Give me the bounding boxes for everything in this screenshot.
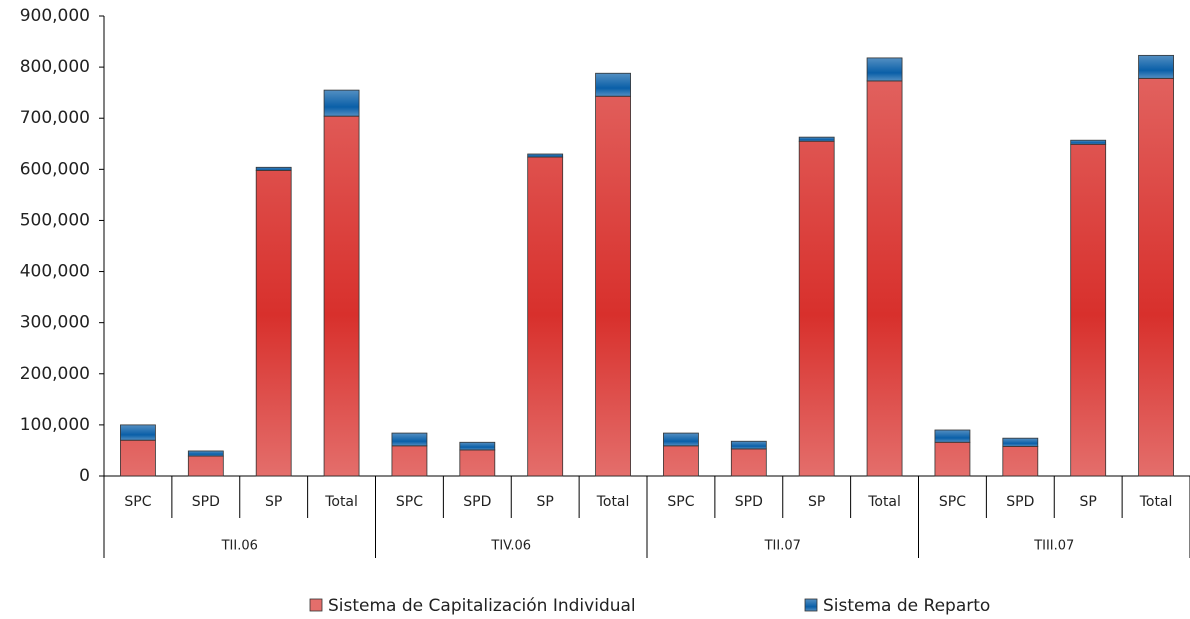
legend-swatch — [309, 598, 323, 612]
y-tick-label: 300,000 — [20, 313, 90, 333]
x-tick-label: SP — [808, 494, 825, 510]
group-label: TIII.07 — [1033, 539, 1074, 554]
bar-segment — [866, 80, 903, 477]
x-tick-label: SPC — [939, 494, 966, 510]
x-tick-label: SPC — [124, 494, 151, 510]
bar-segment — [1002, 445, 1039, 477]
group-label: TII.07 — [764, 539, 801, 554]
y-tick-label: 200,000 — [20, 364, 90, 384]
bar-segment — [1138, 77, 1174, 477]
y-tick-label: 800,000 — [20, 57, 90, 77]
bar-segment — [934, 429, 971, 443]
bar-segment — [459, 441, 496, 451]
legend-label: Sistema de Capitalización Individual — [328, 596, 636, 616]
group-label: TII.06 — [221, 539, 258, 554]
y-tick-label: 0 — [79, 466, 90, 486]
bar-segment — [866, 57, 903, 82]
bar-segment — [527, 153, 564, 158]
bar-segment — [120, 424, 156, 441]
bar-segment — [255, 166, 292, 171]
x-tick-label: Total — [867, 494, 901, 510]
bar-segment — [323, 89, 360, 117]
bar-segment — [255, 169, 292, 477]
bar-segment — [187, 455, 224, 477]
x-tick-label: Total — [324, 494, 358, 510]
x-tick-label: SP — [265, 494, 282, 510]
x-tick-label: Total — [596, 494, 630, 510]
bar-segment — [798, 136, 835, 142]
bar-segment — [391, 432, 428, 447]
x-tick-label: SPC — [667, 494, 694, 510]
bar-segment — [1138, 54, 1174, 79]
bar-segment — [595, 72, 631, 97]
legend-swatch — [804, 598, 818, 612]
y-tick-label: 700,000 — [20, 108, 90, 128]
bar-segment — [1070, 143, 1107, 477]
x-tick-label: SP — [1080, 494, 1097, 510]
y-tick-label: 100,000 — [20, 415, 90, 435]
bar-segment — [730, 448, 767, 477]
bar-segment — [120, 439, 156, 477]
x-tick-label: SPD — [463, 494, 491, 510]
legend-label: Sistema de Reparto — [823, 596, 990, 616]
bar-segment — [527, 156, 564, 477]
y-tick-label: 500,000 — [20, 210, 90, 230]
bar-segment — [595, 95, 631, 477]
bar-segment — [730, 440, 767, 450]
bar-segment — [663, 432, 699, 447]
bar-segment — [663, 445, 699, 477]
y-tick-label: 400,000 — [20, 262, 90, 282]
x-tick-label: SPD — [735, 494, 763, 510]
x-tick-label: SPD — [192, 494, 220, 510]
bar-segment — [1002, 437, 1039, 447]
bar-segment — [798, 140, 835, 477]
y-tick-label: 900,000 — [20, 6, 90, 26]
x-tick-label: SPD — [1006, 494, 1034, 510]
bar-segment — [934, 441, 971, 477]
bar-segment — [323, 115, 360, 477]
bar-segment — [187, 450, 224, 457]
bar-segment — [1070, 139, 1107, 145]
y-tick-label: 600,000 — [20, 159, 90, 179]
bar-segment — [459, 449, 496, 477]
bar-segment — [391, 445, 428, 477]
group-label: TIV.06 — [490, 539, 531, 554]
x-tick-label: SP — [537, 494, 554, 510]
x-tick-label: Total — [1139, 494, 1173, 510]
x-tick-label: SPC — [396, 494, 423, 510]
